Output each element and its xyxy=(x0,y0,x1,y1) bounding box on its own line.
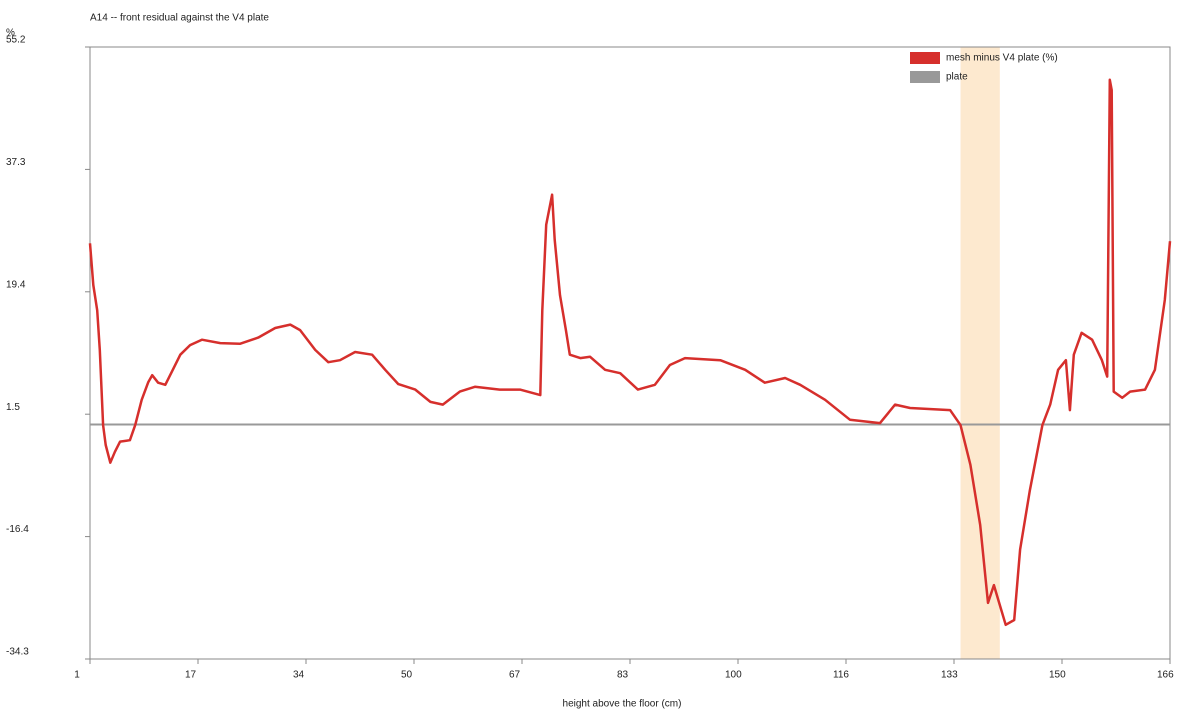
legend-label: mesh minus V4 plate (%) xyxy=(946,53,1058,64)
legend-label: plate xyxy=(946,72,968,83)
x-tick-label: 67 xyxy=(509,670,521,681)
y-tick-label: -16.4 xyxy=(6,524,29,535)
legend-swatch xyxy=(910,71,940,83)
y-tick-label: -34.3 xyxy=(6,647,29,658)
x-tick-label: 116 xyxy=(833,670,849,681)
data-line xyxy=(88,78,1172,627)
x-tick-label: 34 xyxy=(293,670,305,681)
x-tick-label: 17 xyxy=(185,670,197,681)
y-unit: % xyxy=(6,28,15,39)
x-tick-label: 50 xyxy=(401,670,413,681)
x-tick-label: 133 xyxy=(941,670,958,681)
y-tick-label: 19.4 xyxy=(6,279,26,290)
highlight-band xyxy=(960,47,1000,659)
chart-title: A14 -- front residual against the V4 pla… xyxy=(90,13,269,24)
y-tick-label: 37.3 xyxy=(6,157,26,168)
plot-frame xyxy=(89,46,1171,660)
x-axis-label: height above the floor (cm) xyxy=(563,699,682,710)
y-tick-label: 55.2 xyxy=(6,35,26,46)
legend-swatch xyxy=(910,52,940,64)
y-tick-label: 1.5 xyxy=(6,402,20,413)
x-tick-label: 83 xyxy=(617,670,629,681)
x-tick-label: 166 xyxy=(1157,670,1174,681)
x-tick-label: 150 xyxy=(1049,670,1066,681)
x-tick-label: 100 xyxy=(725,670,742,681)
x-tick-label: 1 xyxy=(74,670,80,681)
